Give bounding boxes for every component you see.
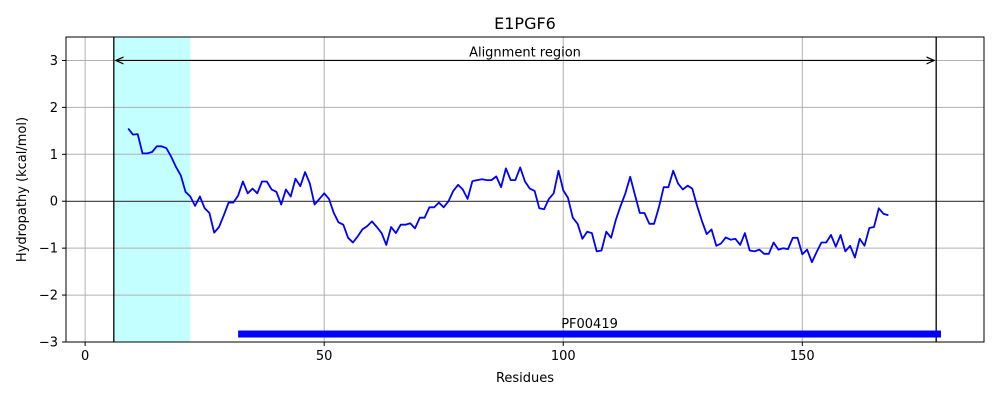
y-axis-label: Hydropathy (kcal/mol) [15, 117, 30, 262]
x-tick-label: 100 [551, 349, 576, 364]
plot-frame [65, 36, 985, 343]
y-tick-label: 2 [50, 101, 58, 116]
domain-bar-pf00419 [238, 330, 941, 338]
domain-bar-label: PF00419 [561, 317, 618, 332]
y-tick-label: 0 [50, 195, 58, 210]
alignment-region-label: Alignment region [469, 45, 581, 60]
y-tick-label: −3 [39, 336, 58, 351]
x-axis-label: Residues [496, 371, 554, 386]
y-tick-label: 1 [50, 148, 58, 163]
chart-title: E1PGF6 [494, 14, 556, 33]
x-tick-label: 150 [790, 349, 815, 364]
x-tick-label: 0 [81, 349, 89, 364]
y-tick-label: −2 [39, 289, 58, 304]
plot-area: Alignment region PF00419 0 50 100 150 −3 −2 −1 0 1… [39, 36, 985, 364]
y-tick-label: −1 [39, 242, 58, 257]
signal-shaded-region [113, 37, 191, 342]
hydropathy-series-line [127, 127, 889, 264]
y-tick-label: 3 [50, 54, 58, 69]
x-tick-label: 50 [316, 349, 333, 364]
